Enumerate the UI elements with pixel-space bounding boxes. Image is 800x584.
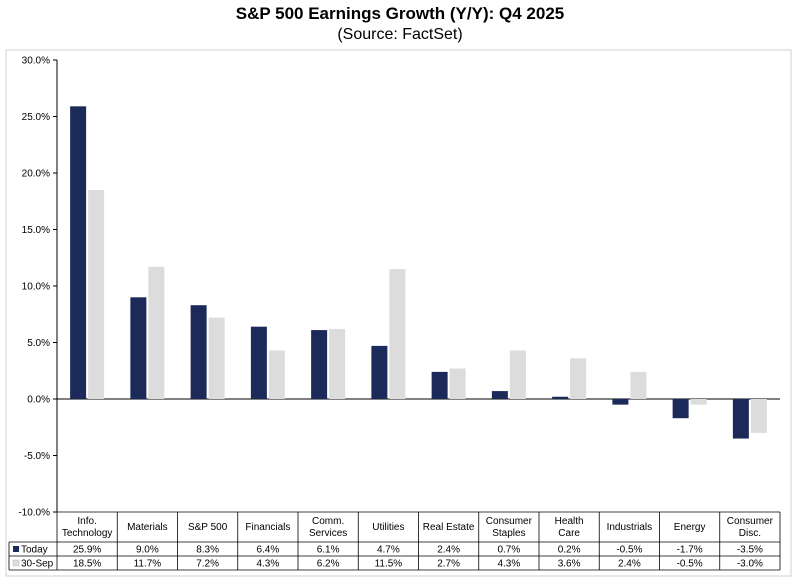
bar-30-sep: [570, 358, 587, 399]
bar-today: [70, 106, 87, 399]
y-tick-label: 25.0%: [22, 112, 50, 123]
data-label-today: 8.3%: [196, 545, 219, 556]
bar-today: [552, 396, 569, 399]
bar-30-sep: [509, 350, 526, 399]
category-label: Financials: [245, 522, 290, 533]
y-tick-label: 15.0%: [22, 225, 50, 236]
data-label-30-sep: 3.6%: [558, 559, 581, 570]
y-tick-label: 10.0%: [22, 282, 50, 293]
data-label-30-sep: 11.5%: [375, 559, 403, 570]
y-tick-label: 0.0%: [27, 395, 50, 406]
category-label: Materials: [127, 522, 168, 533]
data-label-30-sep: 4.3%: [497, 559, 520, 570]
category-label: Info.: [77, 516, 96, 527]
data-label-30-sep: -3.0%: [737, 559, 763, 570]
category-label: Health: [555, 516, 584, 527]
category-label: Care: [558, 528, 580, 539]
legend-label: 30-Sep: [21, 559, 54, 570]
bar-today: [612, 399, 629, 405]
legend-label: Today: [21, 545, 48, 556]
data-label-today: -1.7%: [677, 545, 703, 556]
data-label-30-sep: 18.5%: [73, 559, 101, 570]
bar-today: [491, 391, 508, 399]
bar-today: [311, 330, 328, 399]
data-label-30-sep: -0.5%: [677, 559, 703, 570]
category-label: Consumer: [486, 516, 533, 527]
y-tick-label: -10.0%: [18, 508, 50, 519]
bar-today: [371, 345, 388, 399]
chart-title: S&P 500 Earnings Growth (Y/Y): Q4 2025: [235, 4, 565, 23]
data-label-30-sep: 7.2%: [196, 559, 219, 570]
bar-30-sep: [329, 328, 346, 399]
y-tick-label: 30.0%: [22, 56, 50, 67]
legend-key-today: [13, 546, 19, 552]
bar-today: [130, 297, 147, 399]
data-label-30-sep: 2.4%: [618, 559, 641, 570]
data-label-30-sep: 6.2%: [317, 559, 340, 570]
category-label: Real Estate: [423, 522, 475, 533]
bar-30-sep: [208, 317, 225, 399]
category-label: Energy: [674, 522, 706, 533]
y-tick-label: 20.0%: [22, 169, 50, 180]
data-label-today: 2.4%: [437, 545, 460, 556]
data-label-today: -3.5%: [737, 545, 763, 556]
bar-today: [431, 371, 448, 399]
data-label-today: -0.5%: [616, 545, 642, 556]
bar-30-sep: [268, 350, 285, 399]
data-label-today: 0.7%: [497, 545, 520, 556]
bar-today: [672, 399, 689, 419]
chart-subtitle: (Source: FactSet): [337, 26, 463, 43]
bar-30-sep: [630, 371, 647, 399]
data-label-today: 25.9%: [73, 545, 101, 556]
category-label: Consumer: [727, 516, 774, 527]
category-label: Technology: [62, 528, 113, 539]
y-tick-label: -5.0%: [24, 451, 50, 462]
category-label: Services: [309, 528, 347, 539]
bar-today: [190, 305, 207, 399]
category-label: S&P 500: [188, 522, 228, 533]
data-label-today: 0.2%: [558, 545, 581, 556]
bar-today: [732, 399, 749, 439]
category-label: Staples: [492, 528, 525, 539]
category-label: Utilities: [372, 522, 404, 533]
bar-30-sep: [148, 266, 165, 399]
bar-30-sep: [389, 269, 406, 399]
bar-30-sep: [690, 399, 707, 405]
bar-today: [250, 326, 267, 399]
chart-frame: [5, 49, 792, 577]
data-label-30-sep: 11.7%: [134, 559, 162, 570]
data-label-today: 6.4%: [256, 545, 279, 556]
bar-30-sep: [88, 189, 105, 399]
data-label-today: 6.1%: [317, 545, 340, 556]
category-label: Industrials: [607, 522, 653, 533]
bar-30-sep: [750, 399, 767, 433]
data-label-30-sep: 4.3%: [256, 559, 279, 570]
data-label-today: 9.0%: [136, 545, 159, 556]
category-label: Comm.: [312, 516, 344, 527]
category-label: Disc.: [739, 528, 761, 539]
y-tick-label: 5.0%: [27, 338, 50, 349]
legend-key-30-sep: [12, 559, 20, 567]
data-label-30-sep: 2.7%: [437, 559, 460, 570]
data-label-today: 4.7%: [377, 545, 400, 556]
bar-30-sep: [449, 368, 466, 399]
